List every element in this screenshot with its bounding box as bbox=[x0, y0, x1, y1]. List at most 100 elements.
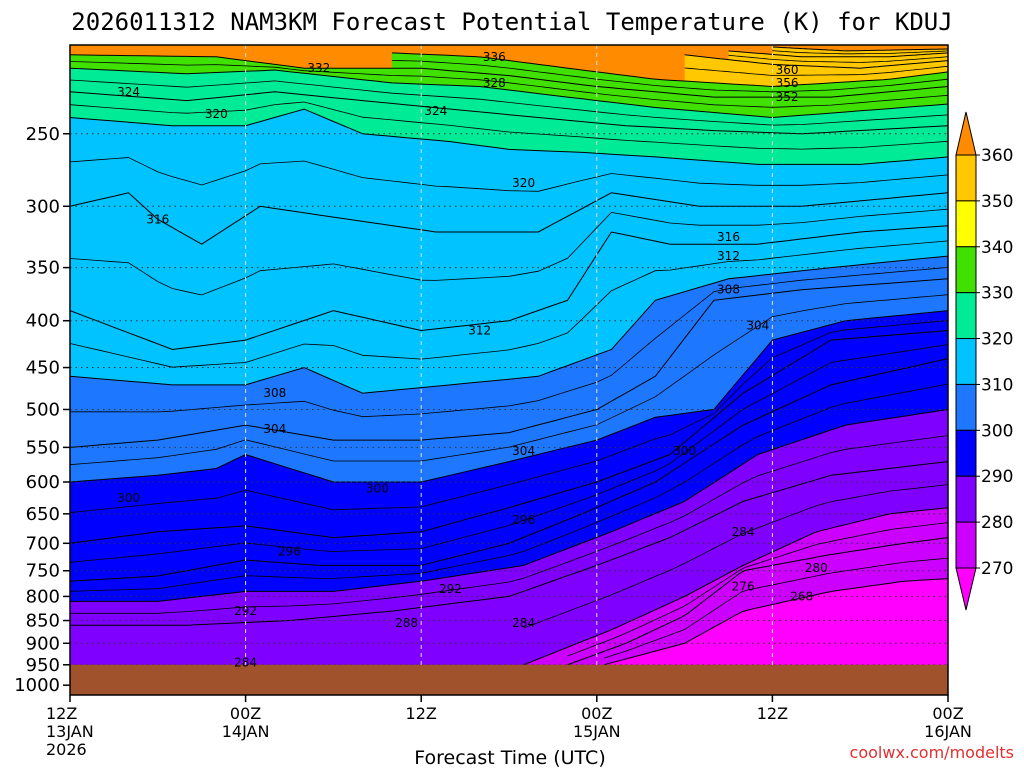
isotherm-296 bbox=[70, 330, 948, 544]
contour-label-284: 284 bbox=[234, 656, 257, 670]
y-tick-label-550: 550 bbox=[26, 437, 60, 458]
contour-label-356: 356 bbox=[776, 76, 799, 90]
x-tick-label: 13JAN bbox=[46, 722, 94, 741]
isotherm-mid-292 bbox=[70, 344, 948, 563]
y-tick-label-850: 850 bbox=[26, 611, 60, 632]
x-tick-label: 14JAN bbox=[222, 722, 270, 741]
y-tick-label-250: 250 bbox=[26, 124, 60, 145]
colorbar-label-280: 280 bbox=[981, 513, 1013, 533]
y-tick-label-350: 350 bbox=[26, 258, 60, 279]
y-tick-label-800: 800 bbox=[26, 586, 60, 607]
isotherm-276 bbox=[567, 537, 948, 666]
isotherm-mid-296 bbox=[70, 320, 948, 513]
y-tick-label-950: 950 bbox=[26, 655, 60, 676]
isotherm-mid-336 bbox=[684, 65, 948, 76]
x-tick-label: 00Z bbox=[230, 704, 261, 723]
isotherm-mid-276 bbox=[567, 522, 948, 657]
x-tick-label: 12Z bbox=[757, 704, 788, 723]
y-tick-label-1000: 1000 bbox=[14, 675, 60, 696]
colorbar-label-290: 290 bbox=[981, 467, 1013, 487]
temperature-bands bbox=[70, 45, 948, 695]
isotherm-mid-320 bbox=[70, 101, 948, 150]
isotherm-mid-280 bbox=[523, 484, 948, 629]
colorbar-label-340: 340 bbox=[981, 238, 1013, 258]
contour-label-284: 284 bbox=[732, 525, 755, 539]
y-tick-label-400: 400 bbox=[26, 311, 60, 332]
colorbar-segment-290 bbox=[955, 475, 977, 523]
isotherm-mid-324 bbox=[70, 79, 948, 126]
colorbar-segment-330 bbox=[955, 292, 977, 340]
contour-label-276: 276 bbox=[732, 579, 755, 593]
contour-label-304: 304 bbox=[512, 444, 535, 458]
isotherm-mid-300 bbox=[70, 294, 948, 466]
chart-title: 2026011312 NAM3KM Forecast Potential Tem… bbox=[71, 8, 952, 36]
contour-label-292: 292 bbox=[234, 604, 257, 618]
contour-label-296: 296 bbox=[512, 513, 535, 527]
isotherm-268 bbox=[603, 578, 948, 666]
plot-frame bbox=[69, 44, 949, 696]
contour-label-312: 312 bbox=[468, 324, 491, 338]
contour-label-352: 352 bbox=[776, 90, 799, 104]
y-tick-label-650: 650 bbox=[26, 504, 60, 525]
y-tick-label-900: 900 bbox=[26, 633, 60, 654]
y-tick-label-750: 750 bbox=[26, 561, 60, 582]
isotherm-mid-308 bbox=[70, 240, 948, 368]
colorbar-label-270: 270 bbox=[981, 559, 1013, 579]
isotherm-mid-268 bbox=[603, 557, 948, 659]
isotherm-284 bbox=[70, 461, 948, 626]
contour-label-324: 324 bbox=[117, 85, 140, 99]
colorbar-segment-350 bbox=[955, 200, 977, 248]
colorbar-bottom-arrow bbox=[955, 567, 977, 611]
contour-label-312: 312 bbox=[717, 249, 740, 263]
contour-label-336: 336 bbox=[483, 50, 506, 64]
colorbar-label-300: 300 bbox=[981, 421, 1013, 441]
credit-text: coolwx.com/modelts bbox=[850, 743, 1014, 762]
contour-label-292: 292 bbox=[439, 582, 462, 596]
isotherm-292 bbox=[70, 358, 948, 582]
x-tick-label: 12Z bbox=[46, 704, 77, 723]
contour-label-360: 360 bbox=[776, 63, 799, 77]
contour-label-316: 316 bbox=[146, 212, 169, 226]
isotherm-mid-304 bbox=[70, 267, 948, 418]
isotherm-280 bbox=[523, 507, 948, 666]
contour-label-280: 280 bbox=[805, 561, 828, 575]
isotherm-lines bbox=[70, 46, 948, 666]
y-tick-label-500: 500 bbox=[26, 399, 60, 420]
colorbar-label-360: 360 bbox=[981, 146, 1013, 166]
contour-label-324: 324 bbox=[424, 104, 447, 118]
isotherm-336 bbox=[391, 52, 948, 88]
x-axis-label: Forecast Time (UTC) bbox=[414, 747, 605, 768]
colorbar-label-320: 320 bbox=[981, 330, 1013, 350]
isotherm-356 bbox=[728, 50, 948, 58]
y-tick-label-450: 450 bbox=[26, 358, 60, 379]
isotherm-mid-288 bbox=[70, 383, 948, 592]
colorbar-segment-320 bbox=[955, 338, 977, 385]
isotherm-300 bbox=[70, 310, 948, 483]
isotherm-332 bbox=[70, 54, 948, 98]
contour-label-308: 308 bbox=[263, 386, 286, 400]
colorbar-segment-360 bbox=[955, 154, 977, 202]
isotherm-mid-312 bbox=[70, 208, 948, 296]
contour-label-328: 328 bbox=[483, 76, 506, 90]
colorbar-top-arrow bbox=[955, 111, 977, 156]
isotherm-312 bbox=[70, 225, 948, 351]
isotherm-328 bbox=[70, 67, 948, 119]
isotherm-mid-356 bbox=[772, 50, 948, 55]
y-axis: 2503003504004505005506006507007508008509… bbox=[14, 124, 70, 696]
contour-label-308: 308 bbox=[717, 283, 740, 297]
contour-label-304: 304 bbox=[263, 422, 286, 436]
isotherm-mid-284 bbox=[70, 435, 948, 614]
isotherm-352 bbox=[684, 54, 948, 69]
colorbar-segment-310 bbox=[955, 383, 977, 431]
isotherm-mid-332 bbox=[391, 60, 948, 93]
colorbar-label-330: 330 bbox=[981, 284, 1013, 304]
colorbar: 360 350 340 330 320 310 300 290 280 270 bbox=[955, 111, 1013, 611]
x-tick-label: 15JAN bbox=[573, 722, 621, 741]
contour-label-284: 284 bbox=[512, 616, 535, 630]
contour-label-288: 288 bbox=[395, 616, 418, 630]
contour-label-268: 268 bbox=[790, 589, 813, 603]
isotherm-288 bbox=[70, 409, 948, 602]
contour-label-316: 316 bbox=[717, 230, 740, 244]
x-tick-label: 00Z bbox=[932, 704, 963, 723]
